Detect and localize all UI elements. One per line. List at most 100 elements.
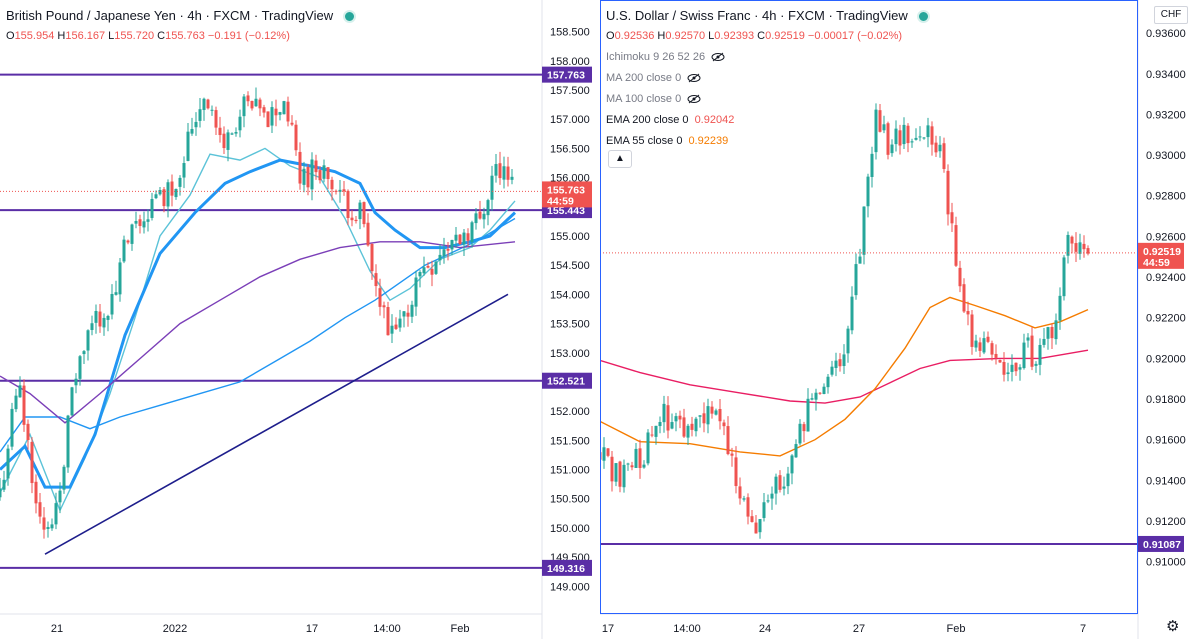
candle-body — [830, 366, 834, 375]
y-tick-label: 155.000 — [550, 231, 590, 243]
candle-body — [782, 486, 786, 489]
candle-body — [726, 426, 730, 455]
candle-body — [430, 268, 434, 275]
candle-body — [426, 265, 430, 268]
candle-body — [710, 406, 714, 414]
y-tick-label: 0.91200 — [1146, 516, 1186, 528]
candle-body — [350, 217, 354, 221]
candle-body — [906, 125, 910, 144]
candle-body — [634, 448, 638, 468]
candle-body — [618, 461, 622, 487]
y-tick-label: 0.93600 — [1146, 28, 1186, 40]
candle-body — [238, 116, 242, 131]
candle-body — [1026, 337, 1030, 341]
candle-body — [46, 527, 50, 529]
candle-body — [158, 190, 162, 195]
candle-body — [1014, 362, 1018, 372]
candle-body — [286, 101, 290, 122]
currency-button[interactable]: CHF — [1154, 6, 1188, 24]
candle-body — [10, 408, 14, 447]
candle-body — [322, 165, 326, 179]
candle-body — [702, 413, 706, 424]
candle-body — [970, 314, 974, 347]
indicator-ema55[interactable]: EMA 55 close 0 0.92239 — [606, 130, 930, 151]
candle-body — [182, 163, 186, 178]
y-tick-label: 157.500 — [550, 85, 590, 97]
eye-hidden-icon[interactable] — [711, 52, 725, 62]
candle-body — [446, 249, 450, 251]
market-open-icon — [342, 10, 356, 24]
candle-body — [770, 493, 774, 499]
candle-body — [306, 167, 310, 188]
candle-body — [294, 124, 298, 151]
candle-body — [102, 317, 106, 328]
candle-body — [898, 130, 902, 146]
candle-body — [366, 222, 370, 246]
candle-body — [186, 131, 190, 161]
candle-body — [98, 311, 102, 327]
candle-body — [838, 359, 842, 367]
candle-body — [1042, 338, 1046, 345]
candle-body — [650, 434, 654, 436]
candle-body — [234, 132, 238, 134]
collapse-legend-button[interactable]: ▲ — [608, 150, 632, 168]
candle-body — [202, 98, 206, 111]
candle-body — [866, 176, 870, 207]
eye-hidden-icon[interactable] — [687, 94, 701, 104]
candle-body — [90, 323, 94, 330]
candle-body — [194, 121, 198, 128]
candle-body — [622, 464, 626, 488]
eye-hidden-icon[interactable] — [687, 73, 701, 83]
candle-body — [250, 100, 254, 109]
candle-body — [198, 109, 202, 121]
candle-body — [274, 108, 278, 116]
moving-average-line — [600, 296, 1089, 457]
indicator-ichimoku[interactable]: Ichimoku 9 26 52 26 — [606, 46, 930, 67]
usdchf-chart-pane[interactable]: 0.93600 0.93400 0.93200 0.93000 0.92800 0.926… — [600, 0, 1192, 639]
indicator-ma100[interactable]: MA 100 close 0 — [606, 88, 930, 109]
candle-body — [434, 261, 438, 274]
candle-body — [314, 160, 318, 173]
y-tick-label: 156.500 — [550, 143, 590, 155]
candle-body — [330, 179, 334, 190]
x-tick-label: 2022 — [163, 623, 187, 635]
candle-body — [86, 330, 90, 351]
candle-body — [162, 189, 166, 207]
gear-icon[interactable]: ⚙ — [1166, 618, 1180, 635]
candle-body — [738, 486, 742, 499]
candle-body — [914, 137, 918, 140]
candle-body — [690, 423, 694, 430]
candle-body — [1082, 243, 1086, 250]
usdchf-chart-svg[interactable]: 0.93600 0.93400 0.93200 0.93000 0.92800 0.926… — [600, 0, 1192, 639]
candle-body — [422, 267, 426, 274]
candle-body — [922, 137, 926, 139]
gbpjpy-chart-pane[interactable]: 158.500 158.000 157.500 157.000 156.500 156.0… — [0, 0, 600, 639]
candle-body — [130, 224, 134, 244]
y-tick-label: 0.92800 — [1146, 191, 1186, 203]
y-tick-label: 157.000 — [550, 114, 590, 126]
indicator-ma200[interactable]: MA 200 close 0 — [606, 67, 930, 88]
candle-body — [1002, 361, 1006, 375]
candle-body — [466, 233, 470, 241]
candle-body — [938, 144, 942, 152]
gbpjpy-chart-svg[interactable]: 158.500158.000157.500157.000156.500156.0… — [0, 0, 600, 639]
y-tick-label: 0.91600 — [1146, 435, 1186, 447]
market-open-icon — [917, 10, 931, 24]
candle-body — [418, 271, 422, 277]
indicator-ema200[interactable]: EMA 200 close 0 0.92042 — [606, 109, 930, 130]
candle-body — [654, 425, 658, 437]
candle-body — [410, 304, 414, 317]
candle-body — [750, 516, 754, 522]
candle-body — [1010, 364, 1014, 372]
candle-body — [454, 234, 458, 241]
candle-body — [630, 465, 634, 468]
level-price-tag-label: 155.443 — [547, 205, 585, 217]
candle-body — [414, 277, 418, 307]
y-tick-label: 151.000 — [550, 465, 590, 477]
candle-body — [706, 406, 710, 425]
candle-body — [2, 479, 6, 490]
moving-average-line — [0, 217, 516, 453]
candle-body — [794, 444, 798, 458]
candle-body — [266, 111, 270, 128]
candle-body — [26, 423, 30, 441]
